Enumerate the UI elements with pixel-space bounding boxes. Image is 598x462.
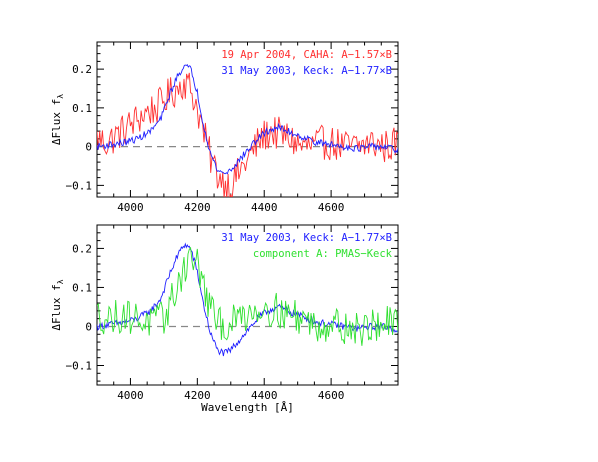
bottom-y-axis-title: ΔFlux fλ	[50, 279, 65, 330]
bottom-x-tick-label: 4000	[117, 389, 144, 402]
bottom-x-tick-label: 4200	[184, 389, 211, 402]
top-x-tick-label: 4600	[318, 201, 345, 214]
top-y-tick-label: 0.2	[72, 63, 92, 76]
top-y-tick-label: 0.1	[72, 102, 92, 115]
top-y-tick-label: −0.1	[66, 179, 93, 192]
top-x-tick-label: 4000	[117, 201, 144, 214]
top-x-tick-label: 4200	[184, 201, 211, 214]
top-x-tick-label: 4400	[251, 201, 278, 214]
top-y-tick-label: 0	[85, 141, 92, 154]
top-series-line-1	[97, 72, 398, 197]
bottom-x-tick-label: 4600	[318, 389, 345, 402]
bottom-x-axis-title: Wavelength [Å]	[201, 401, 294, 414]
chart-panel-top: 4000 4200 4400 4600 −0.1 0 0.1 0.2 19 Apr 2004, …	[50, 41, 399, 214]
bottom-series-line-1	[97, 242, 398, 357]
top-legend-entry-1: 19 Apr 2004, CAHA: A−1.57×B	[221, 49, 392, 61]
bottom-legend-entry-1: 31 May 2003, Keck: A−1.77×B	[221, 232, 392, 244]
bottom-y-tick-label: 0	[85, 320, 92, 333]
bottom-series-line-2	[97, 246, 398, 346]
bottom-y-tick-label: 0.1	[72, 281, 92, 294]
bottom-y-tick-label: 0.2	[72, 242, 92, 255]
top-legend-entry-2: 31 May 2003, Keck: A−1.77×B	[221, 65, 392, 77]
bottom-x-tick-label: 4400	[251, 389, 278, 402]
top-series-line-2	[97, 63, 398, 175]
bottom-y-tick-label: −0.1	[66, 359, 93, 372]
bottom-legend-entry-2: component A: PMAS−Keck	[253, 248, 393, 260]
chart-panel-bottom: 4000 4200 4400 4600 −0.1 0 0.1 0.2 31 May 2003, …	[50, 224, 399, 414]
top-y-axis-title: ΔFlux fλ	[50, 94, 65, 145]
